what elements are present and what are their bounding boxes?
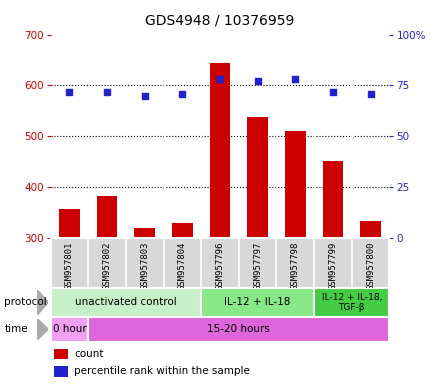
Bar: [51, 288, 201, 317]
Point: [216, 76, 224, 83]
Bar: [323, 161, 343, 238]
Polygon shape: [37, 319, 48, 340]
Bar: [54, 366, 68, 376]
Point: [330, 88, 337, 94]
Text: GSM957797: GSM957797: [253, 242, 262, 290]
Text: unactivated control: unactivated control: [75, 297, 177, 308]
Text: IL-12 + IL-18,
TGF-β: IL-12 + IL-18, TGF-β: [322, 293, 382, 312]
Bar: [54, 349, 68, 359]
Text: GSM957798: GSM957798: [291, 242, 300, 290]
Text: protocol: protocol: [4, 297, 47, 308]
Point: [103, 88, 110, 94]
Text: GSM957796: GSM957796: [216, 242, 224, 290]
Bar: [88, 317, 389, 342]
Bar: [51, 317, 88, 342]
Text: GSM957799: GSM957799: [328, 242, 337, 290]
Bar: [285, 131, 306, 238]
Bar: [314, 288, 389, 317]
Bar: [201, 288, 314, 317]
Bar: [97, 196, 117, 238]
Text: 15-20 hours: 15-20 hours: [207, 324, 270, 334]
Bar: [247, 118, 268, 238]
Text: percentile rank within the sample: percentile rank within the sample: [74, 366, 250, 376]
Point: [141, 93, 148, 99]
Text: IL-12 + IL-18: IL-12 + IL-18: [224, 297, 291, 308]
Point: [66, 88, 73, 94]
Text: 0 hour: 0 hour: [52, 324, 86, 334]
Text: count: count: [74, 349, 104, 359]
Point: [254, 78, 261, 84]
Text: GSM957801: GSM957801: [65, 242, 74, 290]
Bar: [59, 209, 80, 238]
Bar: [172, 223, 193, 238]
Point: [367, 91, 374, 97]
Text: GDS4948 / 10376959: GDS4948 / 10376959: [145, 13, 295, 27]
Polygon shape: [37, 290, 48, 315]
Text: GSM957803: GSM957803: [140, 242, 149, 290]
Bar: [134, 228, 155, 238]
Point: [292, 76, 299, 83]
Text: GSM957802: GSM957802: [103, 242, 112, 290]
Bar: [209, 63, 231, 238]
Text: GSM957800: GSM957800: [366, 242, 375, 290]
Point: [179, 91, 186, 97]
Text: time: time: [4, 324, 28, 334]
Text: GSM957804: GSM957804: [178, 242, 187, 290]
Bar: [360, 221, 381, 238]
